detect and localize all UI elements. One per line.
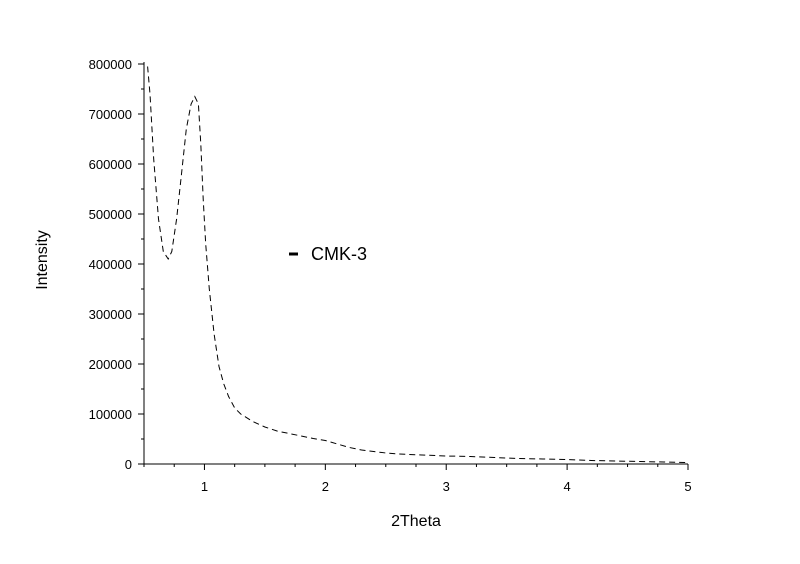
x-axis-ticks: 1 2 3 4 5 xyxy=(143,464,692,494)
y-tick-label: 700000 xyxy=(89,107,132,122)
y-tick-label: 300000 xyxy=(89,307,132,322)
y-tick-label: 400000 xyxy=(89,257,132,272)
y-tick-label: 100000 xyxy=(89,407,132,422)
x-tick-label: 5 xyxy=(684,479,691,494)
legend-entry-cmk-3: CMK-3 xyxy=(311,244,367,264)
x-tick-label: 3 xyxy=(443,479,450,494)
x-tick-label: 1 xyxy=(201,479,208,494)
y-axis-label: Intensity xyxy=(34,230,51,290)
x-axis-label: 2Theta xyxy=(391,513,441,530)
series-line-cmk-3 xyxy=(147,66,689,463)
x-tick-label: 4 xyxy=(563,479,570,494)
y-tick-label: 800000 xyxy=(89,57,132,72)
y-tick-label: 200000 xyxy=(89,357,132,372)
y-tick-label: 500000 xyxy=(89,207,132,222)
legend: CMK-3 xyxy=(289,244,367,264)
x-tick-label: 2 xyxy=(322,479,329,494)
y-tick-label: 0 xyxy=(125,457,132,472)
y-tick-label: 600000 xyxy=(89,157,132,172)
y-axis-ticks: 0 100000 200000 300000 400000 500000 600000 700… xyxy=(89,57,144,472)
